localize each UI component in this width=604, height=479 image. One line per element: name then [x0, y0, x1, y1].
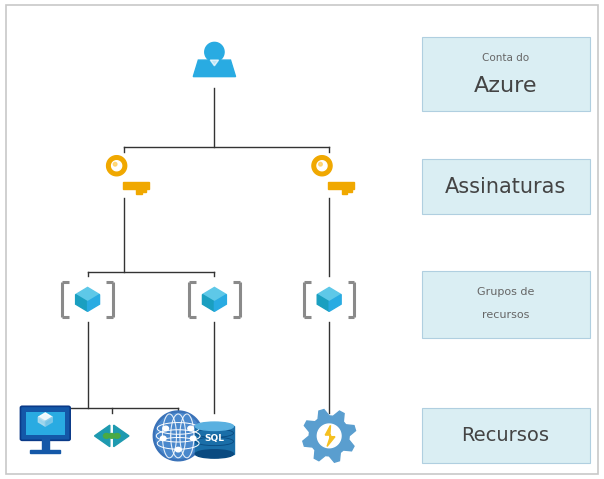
Polygon shape [156, 413, 201, 458]
Polygon shape [312, 156, 332, 176]
Polygon shape [114, 425, 129, 446]
Polygon shape [325, 425, 335, 446]
Polygon shape [76, 295, 88, 311]
Polygon shape [112, 161, 121, 171]
Text: Assinaturas: Assinaturas [445, 177, 566, 197]
Text: recursos: recursos [482, 310, 529, 319]
Circle shape [161, 436, 166, 441]
Text: Recursos: Recursos [461, 426, 550, 445]
Circle shape [103, 433, 109, 438]
Bar [342, 189, 347, 194]
Circle shape [190, 436, 196, 441]
Bar [328, 182, 355, 189]
Bar [30, 450, 60, 453]
Circle shape [109, 433, 115, 438]
Polygon shape [329, 295, 341, 311]
Polygon shape [106, 156, 127, 176]
Text: SQL: SQL [204, 434, 225, 443]
Polygon shape [317, 424, 341, 448]
Ellipse shape [195, 429, 234, 437]
Polygon shape [114, 162, 117, 166]
FancyBboxPatch shape [422, 271, 590, 338]
Ellipse shape [195, 422, 234, 431]
Polygon shape [76, 287, 100, 302]
Circle shape [114, 433, 120, 438]
Circle shape [175, 447, 181, 452]
Circle shape [163, 426, 169, 431]
Polygon shape [94, 425, 110, 446]
FancyBboxPatch shape [21, 406, 70, 440]
Polygon shape [317, 161, 327, 171]
Polygon shape [202, 287, 226, 302]
Bar [347, 189, 352, 192]
FancyBboxPatch shape [422, 159, 590, 215]
Text: Azure: Azure [474, 76, 538, 96]
Text: Grupos de: Grupos de [477, 287, 534, 297]
Text: Conta do: Conta do [482, 54, 529, 63]
Polygon shape [319, 162, 323, 166]
Bar [195, 426, 234, 454]
Polygon shape [45, 417, 53, 426]
Ellipse shape [195, 450, 234, 458]
Polygon shape [193, 60, 236, 77]
Polygon shape [153, 411, 203, 461]
Bar [123, 182, 149, 189]
Polygon shape [38, 417, 45, 426]
FancyBboxPatch shape [26, 411, 65, 435]
Polygon shape [88, 295, 100, 311]
Polygon shape [202, 295, 214, 311]
Polygon shape [303, 410, 356, 462]
Bar [137, 189, 142, 194]
FancyBboxPatch shape [422, 37, 590, 112]
Polygon shape [210, 60, 219, 66]
FancyBboxPatch shape [422, 408, 590, 464]
Polygon shape [214, 295, 226, 311]
Polygon shape [317, 287, 341, 302]
Ellipse shape [195, 437, 234, 445]
Circle shape [188, 426, 193, 431]
Polygon shape [38, 413, 53, 422]
Polygon shape [317, 295, 329, 311]
Bar [42, 438, 49, 451]
Bar [142, 189, 147, 192]
Polygon shape [205, 42, 224, 62]
